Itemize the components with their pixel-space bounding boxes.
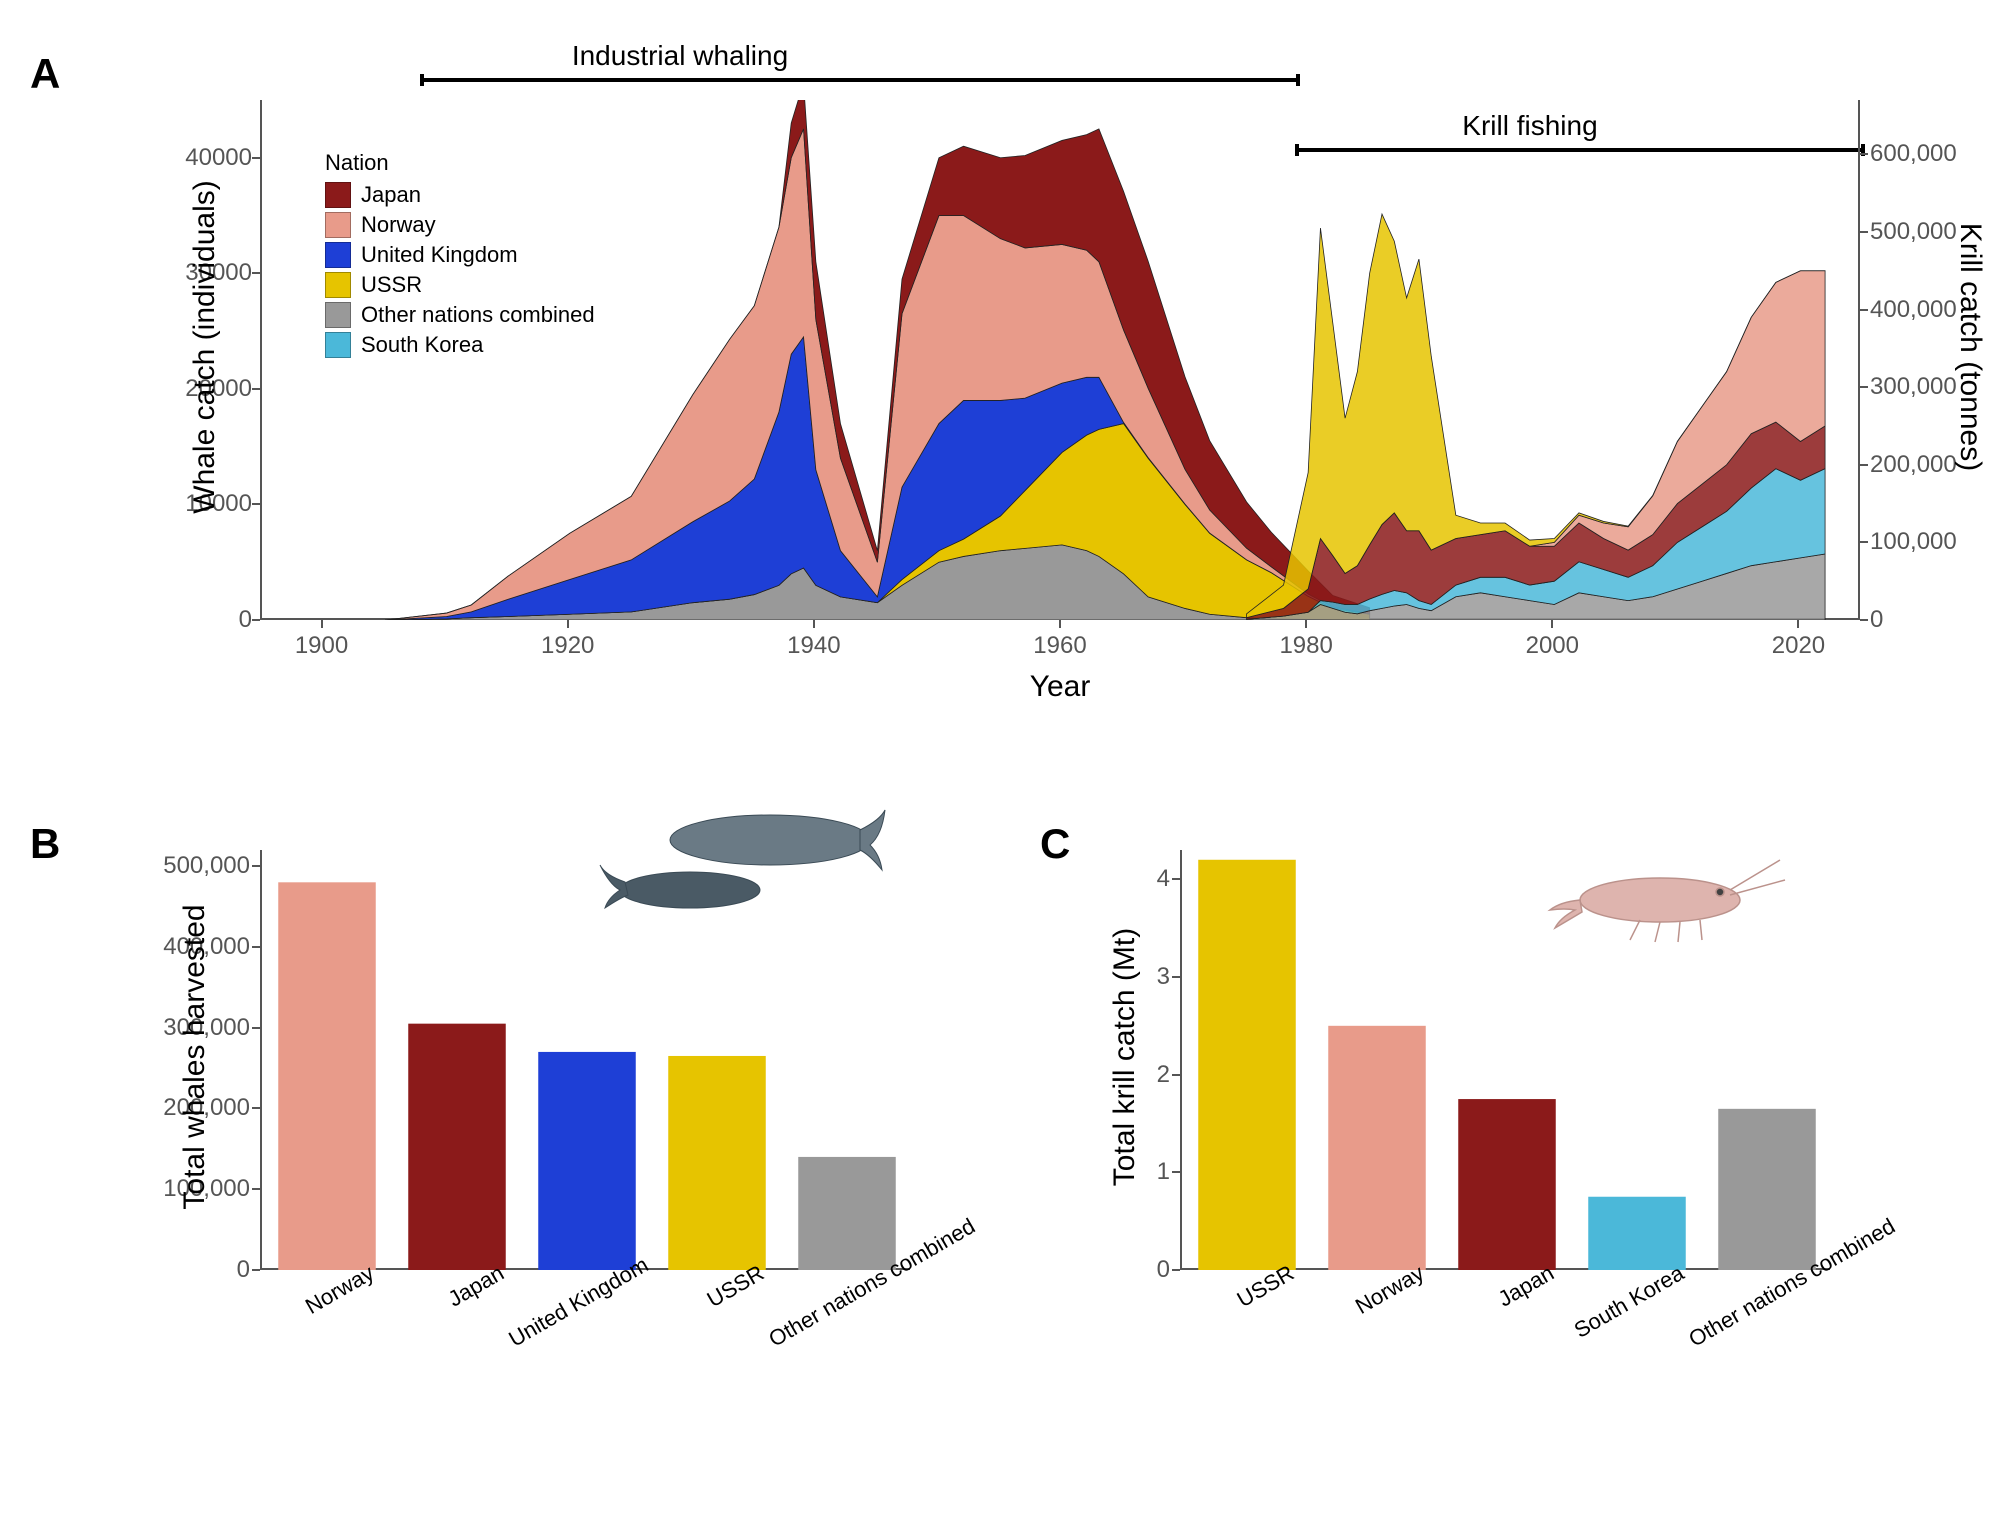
legend-label: USSR (361, 272, 422, 298)
panel-a-y-right-tick: 0 (1870, 606, 1883, 634)
bar-japan (408, 1024, 506, 1270)
legend-label: South Korea (361, 332, 483, 358)
bar-ussr (668, 1056, 766, 1270)
bar-category-label: Japan (1424, 1260, 1558, 1353)
panel-a-y-left-label: Whale catch (individuals) (188, 147, 222, 547)
panel-a-x-label: Year (260, 670, 1860, 704)
panel-a-y-right-tick: 400,000 (1870, 296, 1957, 324)
bar-category-label: Norway (244, 1260, 378, 1353)
krill-icon (1520, 840, 1800, 960)
legend-label: Norway (361, 212, 436, 238)
bar-united-kingdom (538, 1052, 636, 1270)
legend-swatch (325, 302, 351, 328)
panel-a-legend: Nation Japan Norway United Kingdom USSR Othe… (325, 150, 595, 362)
panel-c-y-label: Total krill catch (Mt) (1108, 857, 1142, 1257)
legend-swatch (325, 332, 351, 358)
legend-item: United Kingdom (325, 242, 595, 268)
legend-item: South Korea (325, 332, 595, 358)
bar-category-label: South Korea (1554, 1260, 1688, 1353)
panel-a-y-right-tick: 100,000 (1870, 528, 1957, 556)
industrial-whaling-label: Industrial whaling (480, 40, 880, 72)
panel-a-y-right-tick: 500,000 (1870, 218, 1957, 246)
panel-a-x-tick: 1940 (787, 632, 840, 660)
bar-category-label: United Kingdom (504, 1260, 638, 1353)
panel-b-label: B (30, 820, 60, 868)
panel-c-plot (1180, 850, 1830, 1270)
bar-category-label: USSR (1164, 1260, 1298, 1353)
bar-category-label: Other nations combined (764, 1260, 898, 1353)
bar-south-korea (1588, 1197, 1686, 1270)
legend-item: USSR (325, 272, 595, 298)
bar-norway (1328, 1026, 1426, 1270)
panel-a-y-right-tick: 600,000 (1870, 140, 1957, 168)
whaling-krill-figure: A Industrial whaling Krill fishing 01000… (30, 30, 1970, 1500)
legend-title: Nation (325, 150, 595, 176)
panel-b-chart: 0100,000200,000300,000400,000500,000 Nor… (180, 830, 940, 1410)
bar-category-label: Other nations combined (1684, 1260, 1818, 1353)
legend-swatch (325, 212, 351, 238)
bar-category-label: Japan (374, 1260, 508, 1353)
panel-a-x-tick: 1900 (295, 632, 348, 660)
y-tick: 0 (1080, 1256, 1170, 1284)
panel-c-chart: 01234 USSRNorwayJapanSouth KoreaOther na… (1120, 830, 1880, 1410)
panel-a-chart: Industrial whaling Krill fishing 0100002… (180, 50, 1880, 730)
bar-other-nations-combined (798, 1157, 896, 1270)
legend-swatch (325, 182, 351, 208)
panel-a-x-tick: 1920 (541, 632, 594, 660)
panel-b-y-label: Total whales harvested (178, 857, 212, 1257)
legend-swatch (325, 242, 351, 268)
panel-a-y-right-tick: 300,000 (1870, 373, 1957, 401)
panel-a-x-tick: 1960 (1033, 632, 1086, 660)
legend-label: Japan (361, 182, 421, 208)
legend-label: United Kingdom (361, 242, 518, 268)
legend-label: Other nations combined (361, 302, 595, 328)
legend-item: Other nations combined (325, 302, 595, 328)
bar-category-label: USSR (634, 1260, 768, 1353)
panel-b-plot (260, 850, 910, 1270)
panel-a-x-tick: 2020 (1772, 632, 1825, 660)
legend-swatch (325, 272, 351, 298)
legend-item: Norway (325, 212, 595, 238)
bar-other-nations-combined (1718, 1109, 1816, 1270)
bar-category-label: Norway (1294, 1260, 1428, 1353)
bar-japan (1458, 1099, 1556, 1270)
industrial-whaling-bar (420, 78, 1300, 82)
panel-a-y-right-tick: 200,000 (1870, 451, 1957, 479)
y-tick: 0 (160, 1256, 250, 1284)
panel-a-y-left-tick: 0 (182, 606, 252, 634)
panel-c-label: C (1040, 820, 1070, 868)
legend-item: Japan (325, 182, 595, 208)
panel-a-x-tick: 1980 (1279, 632, 1332, 660)
whale-icon (570, 790, 890, 940)
panel-a-x-tick: 2000 (1526, 632, 1579, 660)
panel-a-label: A (30, 50, 60, 98)
bar-ussr (1198, 860, 1296, 1270)
bar-norway (278, 882, 376, 1270)
panel-a-y-right-label: Krill catch (tonnes) (1953, 147, 1987, 547)
